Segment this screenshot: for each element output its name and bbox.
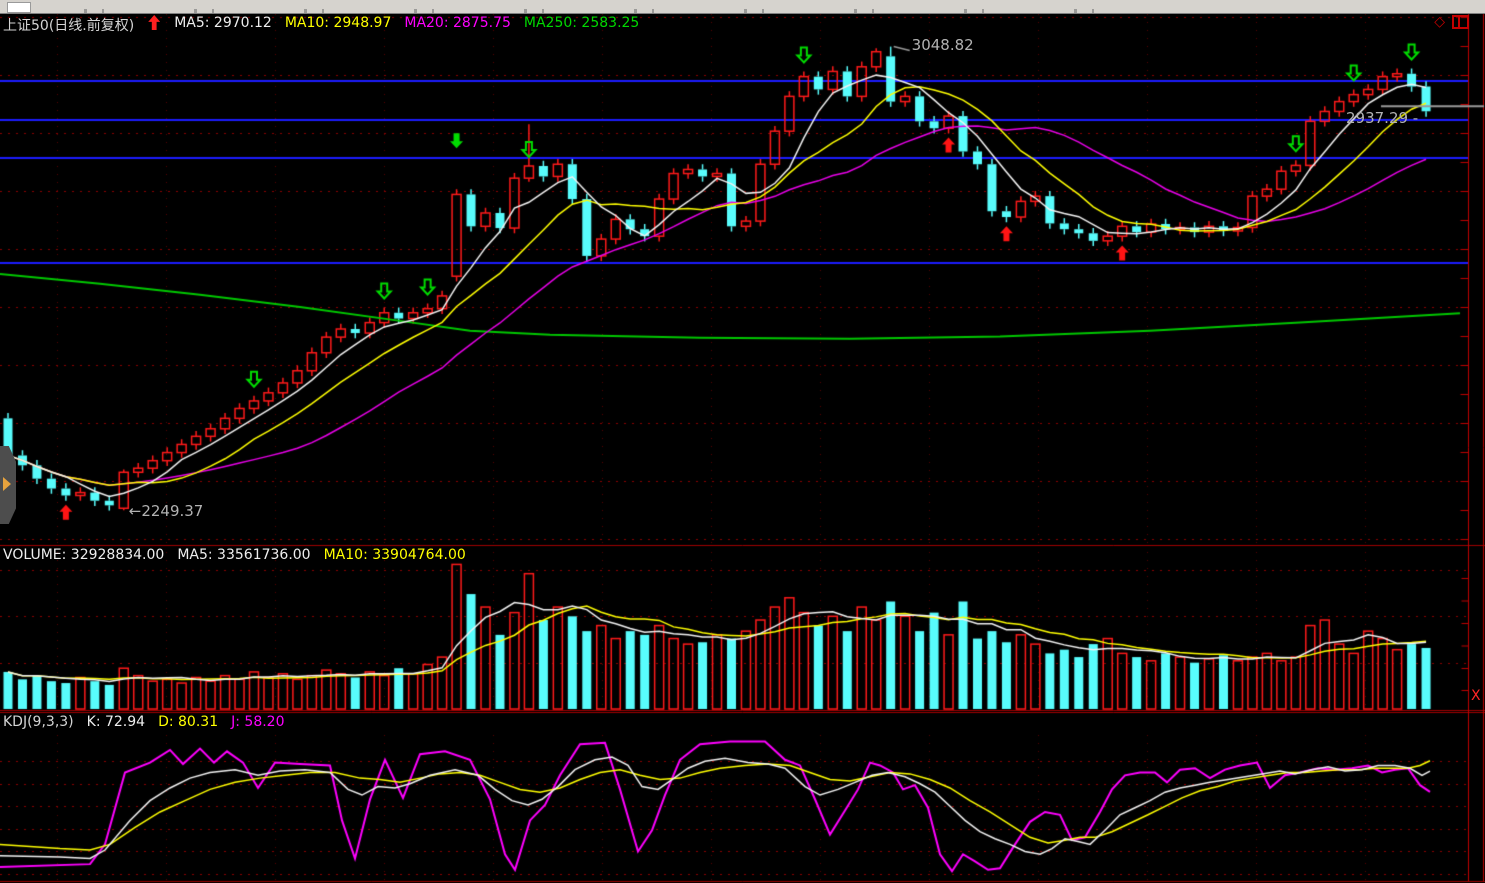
kdj-d-value: D: 80.31 [158,714,219,730]
expand-arrow-icon [3,477,11,491]
menu-item-marks [40,9,1140,13]
ma250-value: MA250: 2583.25 [523,15,640,31]
volume-value: VOLUME: 32928834.00 [3,547,165,563]
ma20-value: MA20: 2875.75 [404,15,511,31]
diamond-icon[interactable]: ◇ [1434,14,1445,30]
ma5-value: MA5: 2970.12 [174,15,272,31]
split-window-icon[interactable] [1452,15,1469,29]
ma10-value: MA10: 2948.97 [284,15,392,31]
panel-collapse-handle[interactable] [0,446,16,524]
kdj-j-value: J: 58.20 [231,714,285,730]
kdj-header: KDJ(9,3,3) K: 72.94 D: 80.31 J: 58.20 [3,714,284,730]
menu-chip [7,2,31,13]
volume-ma10-value: MA10: 33904764.00 [323,547,466,563]
kdj-params-label: KDJ(9,3,3) [3,714,74,730]
kdj-k-value: K: 72.94 [86,714,146,730]
trend-up-icon [148,15,161,30]
volume-header: VOLUME: 32928834.00 MA5: 33561736.00 MA1… [3,547,466,563]
menu-bar[interactable] [0,0,1485,14]
last-price-label: 2937.29 - [1346,109,1419,128]
peak-price-annotation: 3048.82 [911,35,974,54]
close-indicator-button[interactable]: X [1471,688,1481,704]
chart-title: 上证50(日线.前复权) [3,18,135,34]
low-price-annotation: ←2249.37 [128,502,204,521]
volume-ma5-value: MA5: 33561736.00 [177,547,311,563]
main-chart-header: 上证50(日线.前复权) MA5: 2970.12 MA10: 2948.97 … [3,15,639,35]
